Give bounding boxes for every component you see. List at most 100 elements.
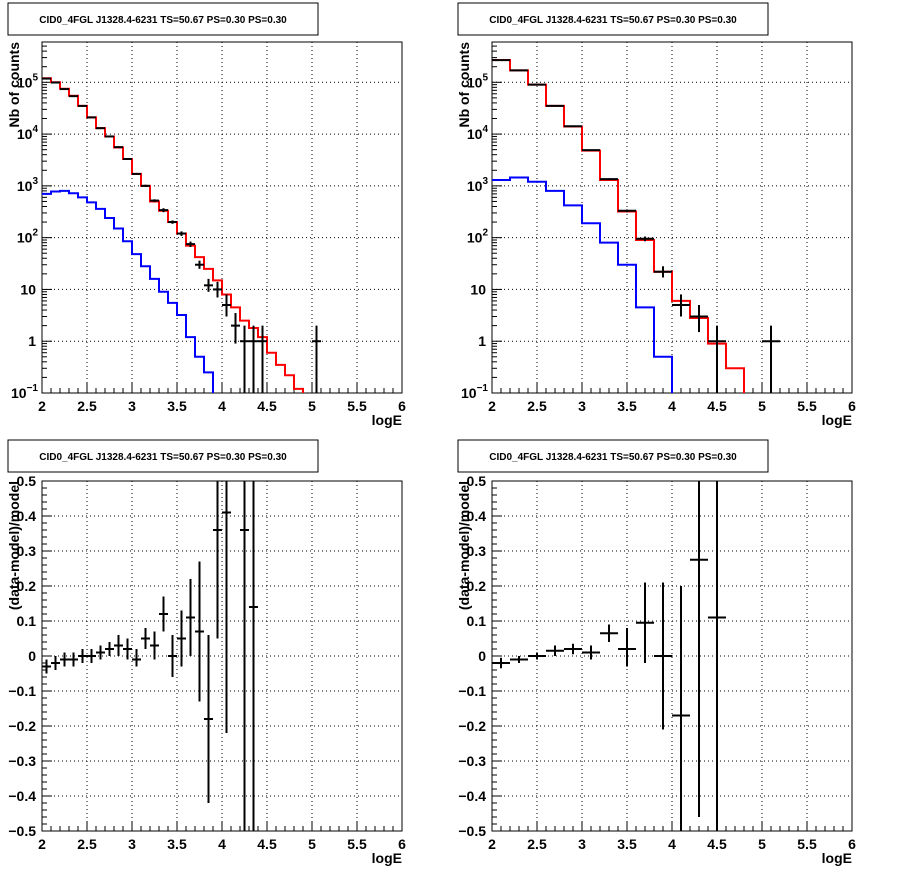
data-point bbox=[87, 649, 96, 663]
data-point bbox=[150, 631, 159, 660]
data-point bbox=[672, 294, 690, 317]
data-point bbox=[69, 652, 78, 667]
x-tick-label: 5.5 bbox=[797, 836, 817, 852]
y-tick-label: 105 bbox=[467, 72, 489, 90]
x-tick-label: 5 bbox=[308, 398, 316, 414]
data-point bbox=[672, 586, 690, 831]
y-tick-label: 0.5 bbox=[17, 473, 37, 489]
x-tick-label: 4.5 bbox=[707, 398, 727, 414]
y-tick-label: 0 bbox=[28, 648, 36, 664]
y-axis-ticks bbox=[42, 41, 52, 394]
data-point bbox=[42, 659, 51, 674]
y-axis-label: Nb of counts bbox=[456, 42, 472, 128]
data-point bbox=[618, 209, 636, 213]
y-tick-label: 105 bbox=[17, 72, 39, 90]
data-point bbox=[636, 582, 654, 663]
data-point bbox=[528, 652, 546, 660]
title-box bbox=[7, 439, 319, 473]
x-tick-label: 5 bbox=[308, 836, 316, 852]
y-tick-label: 0.2 bbox=[467, 578, 487, 594]
chart-panel-4: 2 2.5 3 3.5 4 4.5 5 5.5 6 −0.5 −0.4 −0.3 −0.2 −0.1 0 0.… bbox=[456, 439, 856, 866]
data-point bbox=[222, 481, 231, 733]
data-point bbox=[240, 325, 249, 393]
x-tick-label: 6 bbox=[848, 398, 856, 414]
y-tick-label: −0.3 bbox=[8, 753, 36, 769]
x-tick-label: 5 bbox=[758, 398, 766, 414]
model-histogram bbox=[42, 77, 304, 393]
chart-title: CID0_4FGL J1328.4-6231 TS=50.67 PS=0.30 … bbox=[489, 15, 737, 26]
y-axis-label: Nb of counts bbox=[6, 42, 22, 128]
data-point bbox=[87, 116, 96, 119]
y-tick-label: −0.4 bbox=[458, 788, 486, 804]
y-tick-label: 102 bbox=[467, 228, 489, 246]
y-tick-label: −0.4 bbox=[8, 788, 36, 804]
y-tick-label: 10−1 bbox=[461, 383, 488, 401]
x-axis-label: logE bbox=[372, 850, 402, 866]
data-point bbox=[690, 305, 708, 333]
y-tick-label: −0.1 bbox=[458, 683, 486, 699]
y-tick-label: 0.4 bbox=[17, 508, 37, 524]
x-axis-ticks bbox=[41, 383, 403, 393]
y-tick-label: −0.2 bbox=[458, 718, 486, 734]
data-point bbox=[564, 643, 582, 655]
y-tick-label: 10 bbox=[20, 281, 36, 297]
y-tick-label: 103 bbox=[467, 176, 489, 194]
data-point bbox=[690, 481, 708, 817]
data-point bbox=[96, 645, 105, 660]
y-tick-label: 1 bbox=[478, 333, 486, 349]
y-tick-label: 10 bbox=[470, 281, 486, 297]
data-point bbox=[600, 178, 618, 181]
data-point bbox=[600, 624, 618, 642]
y-tick-label: −0.5 bbox=[458, 823, 486, 839]
grid-lines bbox=[42, 42, 402, 393]
data-point bbox=[78, 104, 87, 107]
data-point bbox=[123, 158, 132, 161]
data-point bbox=[132, 172, 141, 175]
x-tick-label: 6 bbox=[398, 398, 406, 414]
data-point bbox=[114, 146, 123, 149]
data-point bbox=[204, 635, 213, 803]
chart-title: CID0_4FGL J1328.4-6231 TS=50.67 PS=0.30 … bbox=[489, 452, 737, 463]
data-point bbox=[564, 125, 582, 128]
x-tick-label: 2 bbox=[38, 836, 46, 852]
grid-lines bbox=[492, 481, 852, 831]
x-tick-label: 4 bbox=[218, 398, 226, 414]
y-tick-label: −0.5 bbox=[8, 823, 36, 839]
title-box bbox=[457, 439, 769, 473]
data-point bbox=[213, 281, 222, 298]
y-tick-label: 0.5 bbox=[467, 473, 487, 489]
x-tick-label: 5.5 bbox=[347, 836, 367, 852]
y-tick-label: 103 bbox=[17, 176, 39, 194]
data-point bbox=[654, 266, 672, 278]
data-point bbox=[204, 278, 213, 292]
x-tick-label: 5 bbox=[758, 836, 766, 852]
data-point bbox=[636, 236, 654, 242]
data-point bbox=[195, 561, 204, 702]
y-tick-label: 0.3 bbox=[467, 543, 487, 559]
model-histogram bbox=[492, 58, 745, 393]
x-tick-label: 4.5 bbox=[257, 836, 277, 852]
data-point bbox=[132, 649, 141, 667]
data-point bbox=[582, 645, 600, 660]
data-point bbox=[240, 481, 249, 831]
series-layer bbox=[42, 77, 321, 393]
data-point bbox=[168, 635, 177, 677]
background-histogram bbox=[492, 176, 673, 393]
y-axis-label: (data-model)/model bbox=[6, 481, 22, 610]
data-point bbox=[159, 208, 168, 213]
x-tick-label: 4.5 bbox=[707, 836, 727, 852]
x-tick-label: 4.5 bbox=[257, 398, 277, 414]
data-point bbox=[510, 656, 528, 663]
y-tick-label: −0.2 bbox=[8, 718, 36, 734]
x-tick-label: 3 bbox=[578, 398, 586, 414]
x-tick-label: 2 bbox=[488, 398, 496, 414]
data-point bbox=[78, 649, 87, 663]
data-point bbox=[708, 481, 726, 831]
data-point bbox=[60, 652, 69, 667]
series-layer bbox=[492, 481, 726, 831]
data-point bbox=[186, 241, 195, 247]
x-tick-label: 4 bbox=[218, 836, 226, 852]
x-tick-label: 3 bbox=[128, 398, 136, 414]
y-axis-ticks bbox=[492, 480, 502, 832]
y-tick-label: 0.2 bbox=[17, 578, 37, 594]
